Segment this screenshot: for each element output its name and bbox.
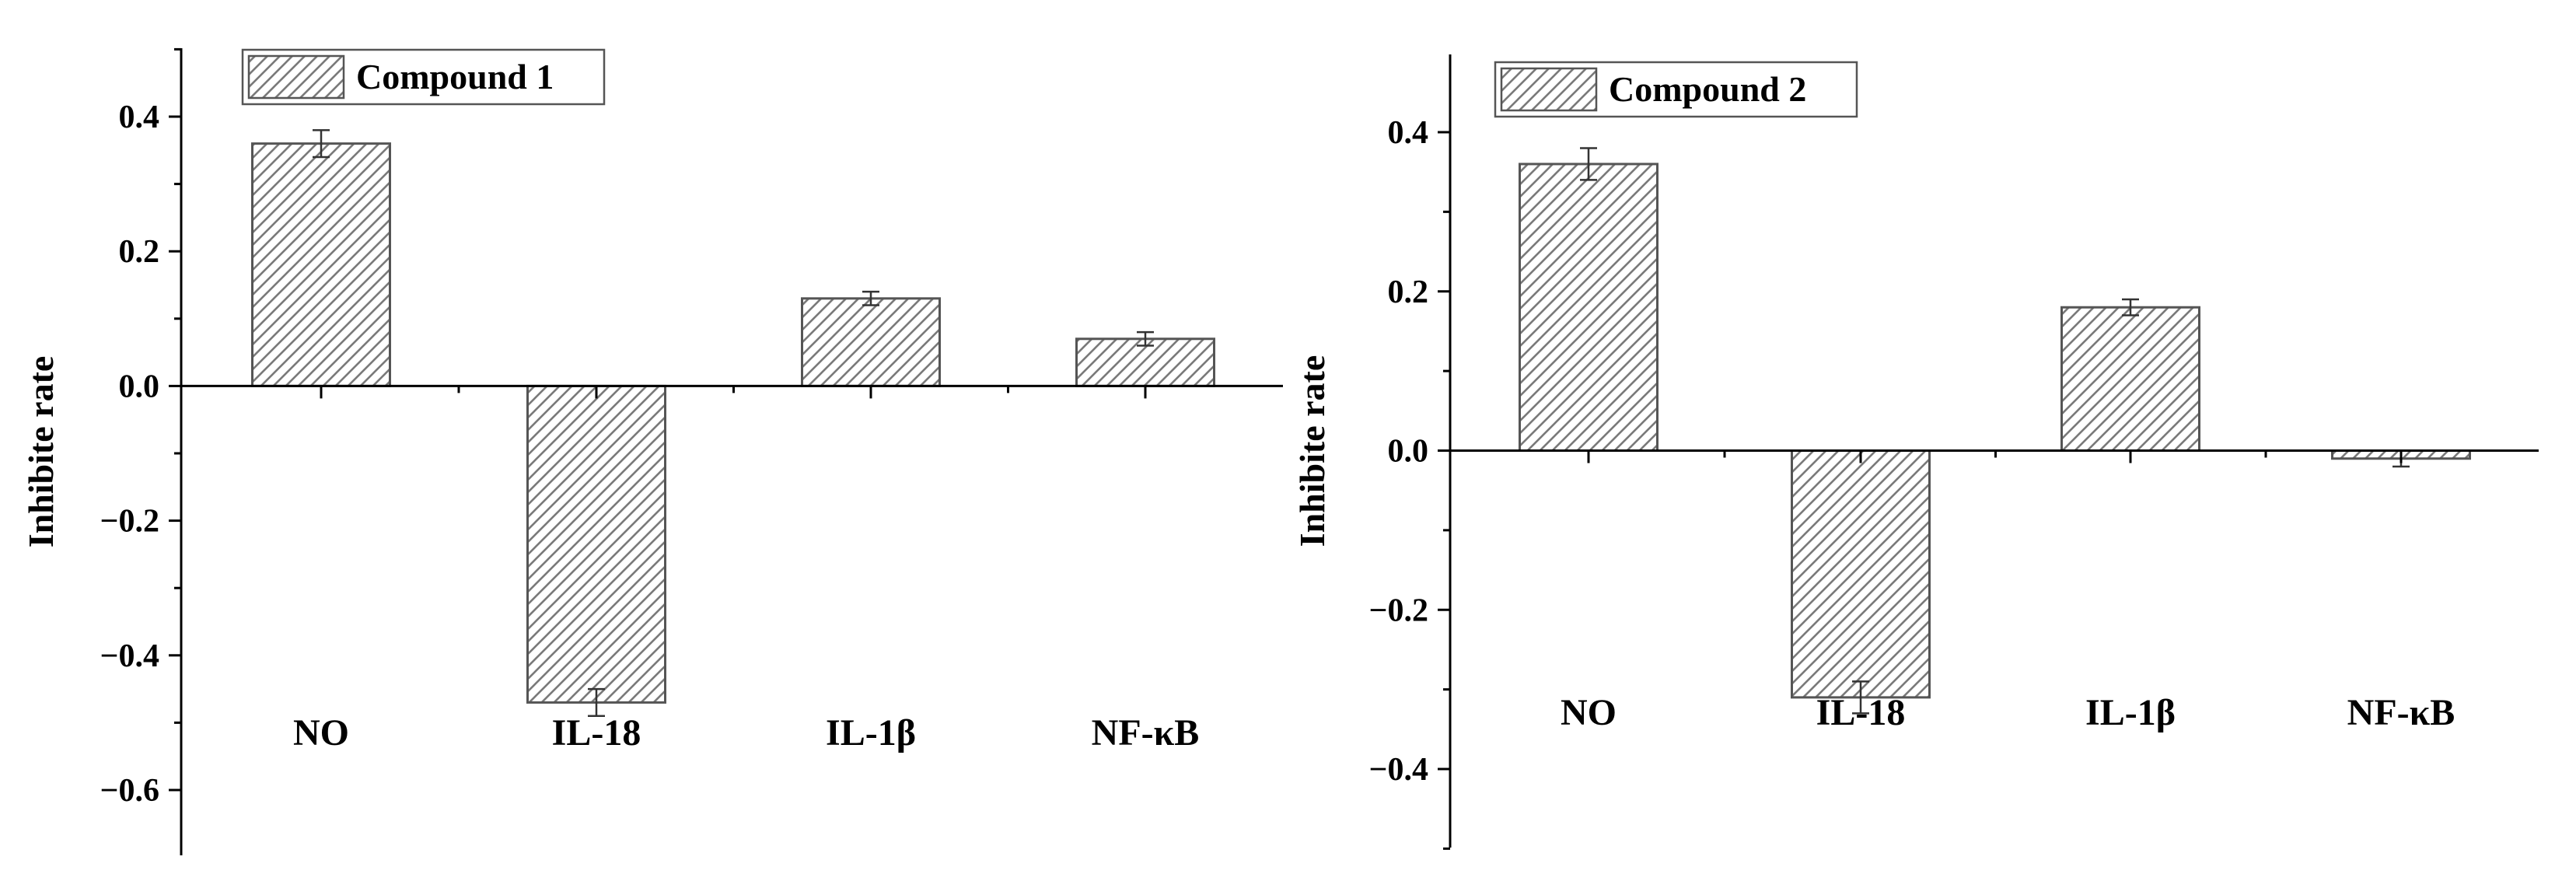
category-label-1: IL-18: [552, 712, 641, 753]
legend-label: Compound 2: [1609, 69, 1806, 109]
y-tick-label: 0.0: [119, 369, 160, 404]
y-tick-label: −0.2: [1369, 593, 1428, 628]
y-tick-label: −0.4: [100, 638, 159, 674]
bar-1: [526, 384, 666, 704]
category-label-3: NF-κB: [1092, 712, 1200, 753]
bar-2: [801, 297, 941, 387]
y-axis-label: Inhibite rate: [21, 356, 61, 548]
legend-swatch: [247, 54, 345, 100]
bar-0: [1519, 163, 1658, 452]
legend-swatch: [1500, 67, 1598, 112]
bar-2: [2060, 306, 2200, 452]
y-tick-label: −0.2: [100, 504, 159, 540]
category-label-0: NO: [1561, 692, 1617, 733]
category-label-0: NO: [293, 712, 349, 753]
y-tick-label: 0.2: [119, 234, 160, 270]
y-axis-label: Inhibite rate: [1292, 355, 1332, 547]
y-tick-label: −0.6: [100, 773, 159, 809]
legend-label: Compound 1: [356, 57, 554, 96]
chart-panel-compound-1: 0.4 0.2 0.0 −0.2 −0.4 −0.6 NO IL-18 IL-1β NF-κB In…: [21, 47, 1283, 855]
y-tick-label: 0.4: [1388, 115, 1429, 151]
category-label-1: IL-18: [1816, 692, 1906, 733]
bar-0: [251, 142, 391, 387]
category-label-2: IL-1β: [2085, 692, 2176, 733]
y-tick-label: 0.2: [1388, 274, 1429, 310]
y-tick-label: −0.4: [1369, 752, 1428, 788]
category-label-3: NF-κB: [2347, 692, 2455, 733]
y-tick-label: 0.4: [119, 100, 160, 135]
chart-panel-compound-2: 0.4 0.2 0.0 −0.2 −0.4 NO IL-18 IL-1β NF-κB Inhibi…: [1292, 54, 2539, 850]
bar-1: [1791, 449, 1931, 699]
y-tick-label: 0.0: [1388, 434, 1429, 470]
category-label-2: IL-1β: [826, 712, 916, 753]
